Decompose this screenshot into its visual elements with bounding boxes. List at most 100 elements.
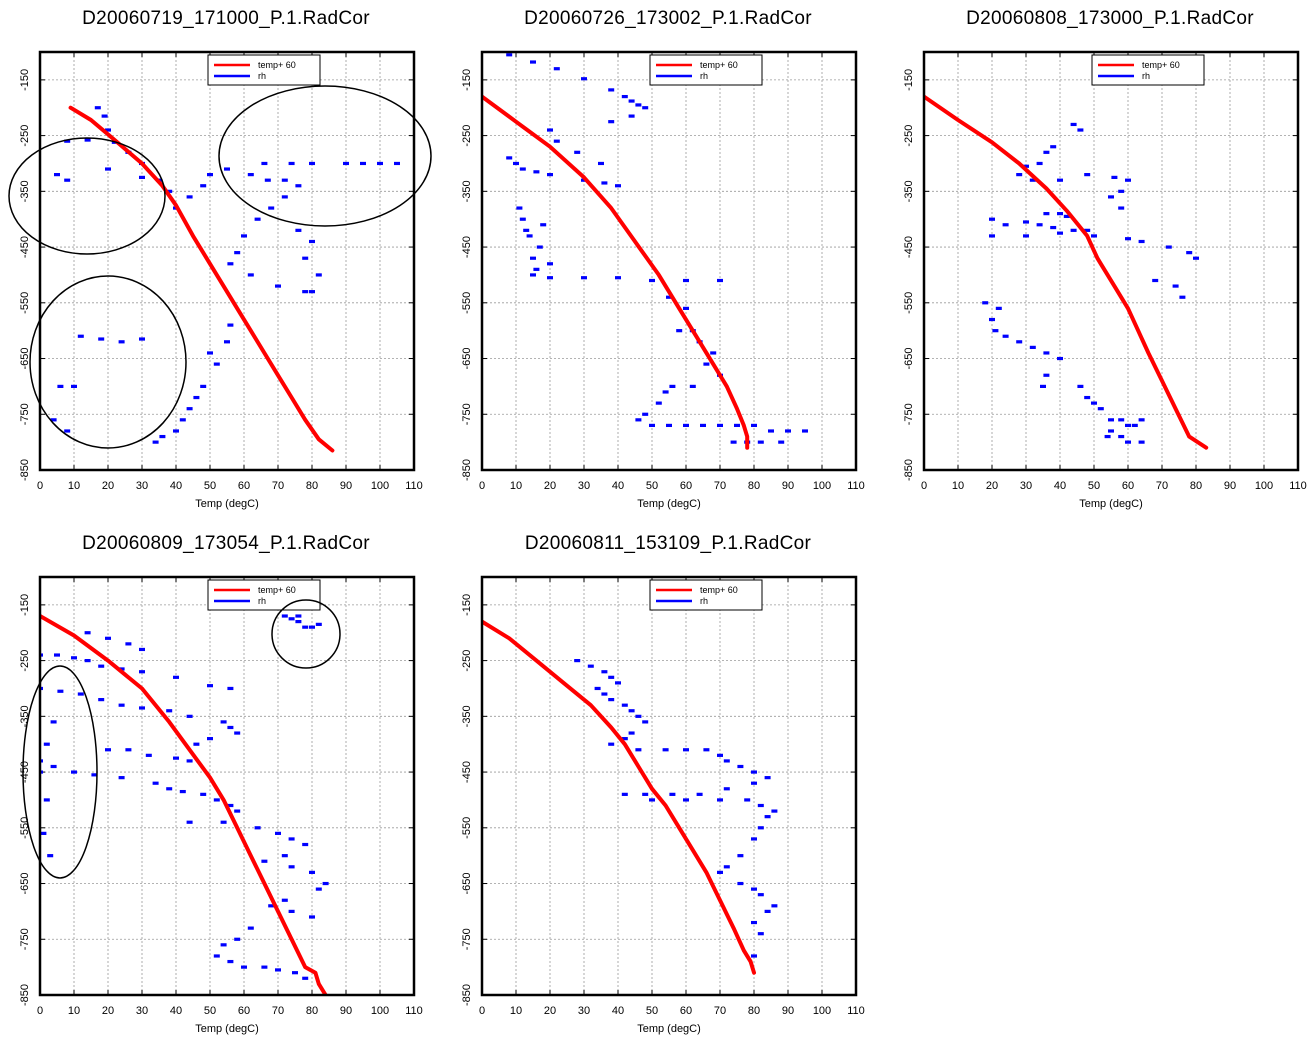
y-tick-label: -850 bbox=[19, 984, 31, 1006]
rh-point bbox=[281, 898, 288, 902]
rh-point bbox=[1050, 145, 1057, 149]
x-tick-label: 90 bbox=[1224, 480, 1236, 492]
x-tick-label: 60 bbox=[1122, 480, 1134, 492]
x-tick-label: 60 bbox=[238, 480, 250, 492]
rh-point bbox=[125, 642, 132, 646]
x-tick-label: 80 bbox=[748, 480, 760, 492]
rh-point bbox=[139, 670, 145, 674]
x-tick-label: 40 bbox=[170, 480, 182, 492]
rh-point bbox=[1118, 418, 1125, 422]
y-tick-label: -150 bbox=[19, 594, 31, 616]
rh-point bbox=[628, 731, 635, 735]
legend-box bbox=[649, 54, 763, 86]
x-tick-label: 80 bbox=[306, 480, 318, 492]
rh-point bbox=[1138, 440, 1145, 444]
rh-point bbox=[71, 770, 77, 774]
rh-point bbox=[288, 161, 295, 166]
series-rh bbox=[50, 106, 400, 444]
x-tick-label: 50 bbox=[1088, 480, 1100, 492]
rh-point bbox=[1040, 384, 1046, 388]
y-tick-label: -450 bbox=[19, 236, 31, 258]
rh-point bbox=[105, 128, 111, 132]
rh-point bbox=[200, 792, 207, 796]
legend-entry: temp+ 60 bbox=[258, 60, 296, 70]
rh-point bbox=[757, 826, 764, 830]
y-tick-label: -150 bbox=[19, 69, 31, 91]
rh-point bbox=[581, 276, 587, 280]
grid-lines bbox=[482, 577, 856, 995]
rh-point bbox=[302, 290, 309, 294]
rh-point bbox=[547, 276, 553, 280]
y-tick-label: -250 bbox=[903, 125, 915, 147]
rh-point bbox=[513, 161, 519, 166]
y-tick-label: -350 bbox=[461, 705, 473, 727]
x-tick-label: 30 bbox=[136, 1005, 148, 1017]
rh-point bbox=[615, 184, 621, 188]
rh-point bbox=[669, 384, 676, 388]
legend-entry: rh bbox=[1142, 71, 1150, 81]
rh-point bbox=[696, 792, 703, 796]
rh-point bbox=[717, 278, 723, 283]
plot-area bbox=[924, 94, 1209, 450]
rh-point bbox=[309, 625, 315, 629]
rh-point bbox=[118, 340, 125, 344]
chart-panel-5: D20060811_153109_P.1.RadCor 0 10 20 30 40 50 60… bbox=[461, 533, 865, 1035]
rh-point bbox=[145, 753, 152, 757]
rh-point bbox=[309, 915, 315, 919]
rh-point bbox=[717, 753, 723, 757]
rh-point bbox=[227, 323, 234, 327]
rh-point bbox=[118, 703, 125, 707]
chart-title: D20060726_173002_P.1.RadCor bbox=[524, 8, 812, 29]
x-axis-label: Temp (degC) bbox=[637, 1023, 701, 1035]
rh-point bbox=[234, 251, 241, 255]
x-tick-label: 10 bbox=[510, 1005, 522, 1017]
rh-point bbox=[751, 781, 757, 785]
rh-point bbox=[295, 228, 302, 232]
rh-point bbox=[207, 173, 213, 177]
rh-point bbox=[207, 737, 213, 741]
y-tick-label: -650 bbox=[19, 873, 31, 895]
rh-point bbox=[309, 161, 315, 166]
rh-point bbox=[642, 720, 649, 724]
rh-point bbox=[574, 659, 581, 663]
rh-point bbox=[227, 959, 234, 964]
rh-point bbox=[689, 384, 696, 388]
rh-point bbox=[710, 351, 717, 355]
chart-title: D20060811_153109_P.1.RadCor bbox=[525, 533, 812, 554]
x-tick-label: 0 bbox=[37, 480, 43, 492]
rh-point bbox=[764, 776, 771, 780]
rh-point bbox=[261, 859, 268, 863]
rh-point bbox=[751, 954, 757, 958]
y-tick-label: -550 bbox=[461, 292, 473, 314]
rh-point bbox=[598, 161, 604, 166]
rh-point bbox=[234, 809, 241, 813]
rh-point bbox=[628, 114, 635, 118]
x-tick-label: 100 bbox=[371, 1005, 389, 1017]
rh-point bbox=[1084, 173, 1091, 177]
rh-point bbox=[186, 195, 193, 199]
chart-title: D20060808_173000_P.1.RadCor bbox=[966, 8, 1254, 29]
rh-point bbox=[1029, 178, 1036, 182]
rh-point bbox=[1070, 122, 1077, 127]
rh-point bbox=[1057, 231, 1063, 235]
rh-point bbox=[213, 954, 220, 958]
rh-point bbox=[1002, 334, 1009, 338]
rh-point bbox=[159, 434, 166, 439]
y-tick-label: -750 bbox=[461, 928, 473, 950]
plot-area bbox=[482, 619, 778, 975]
y-tick-label: -150 bbox=[461, 594, 473, 616]
rh-point bbox=[1108, 418, 1114, 422]
y-tick-label: -750 bbox=[461, 403, 473, 425]
y-tick-label: -850 bbox=[903, 459, 915, 481]
rh-point bbox=[1165, 245, 1172, 249]
rh-point bbox=[98, 664, 105, 668]
rh-point bbox=[608, 698, 615, 702]
x-tick-label: 50 bbox=[646, 1005, 658, 1017]
rh-point bbox=[295, 184, 302, 188]
rh-point bbox=[281, 195, 288, 199]
rh-point bbox=[519, 217, 526, 221]
rh-point bbox=[506, 156, 513, 160]
rh-point bbox=[1084, 228, 1091, 232]
temp-line bbox=[40, 614, 328, 995]
